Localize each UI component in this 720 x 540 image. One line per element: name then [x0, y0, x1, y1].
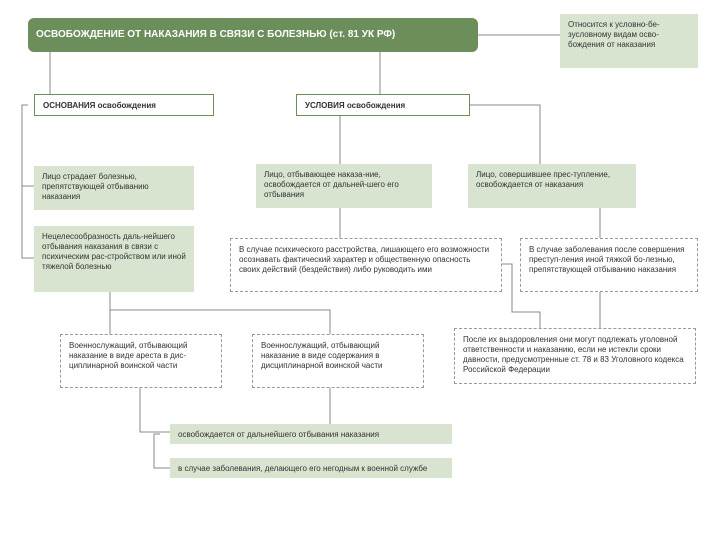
node-d1-text: Военнослужащий, отбывающий наказание в в…: [69, 341, 187, 370]
node-c2: В случае заболевания после совершения пр…: [520, 238, 698, 292]
node-hdr-right: УСЛОВИЯ освобождения: [296, 94, 470, 116]
node-e1: После их выздоровления они могут подлежа…: [454, 328, 696, 384]
node-d2: Военнослужащий, отбывающий наказание в в…: [252, 334, 424, 388]
node-c1-text: Лицо, совершившее прес-тупление, освобож…: [476, 170, 610, 189]
node-hdr-right-text: УСЛОВИЯ освобождения: [305, 101, 405, 110]
node-intro-text: Относится к условно-бе-зусловному видам …: [568, 20, 660, 49]
node-b1-text: Лицо, отбывающее наказа-ние, освобождает…: [264, 170, 399, 199]
node-a2-text: Нецелесообразность даль-нейшего отбывани…: [42, 232, 186, 271]
node-title-text: ОСВОБОЖДЕНИЕ ОТ НАКАЗАНИЯ В СВЯЗИ С БОЛЕ…: [36, 29, 395, 42]
node-f1-text: освобождается от дальнейшего отбывания н…: [178, 430, 379, 439]
node-hdr-left-text: ОСНОВАНИЯ освобождения: [43, 101, 156, 110]
node-f1: освобождается от дальнейшего отбывания н…: [170, 424, 452, 444]
node-hdr-left: ОСНОВАНИЯ освобождения: [34, 94, 214, 116]
node-c2-text: В случае заболевания после совершения пр…: [529, 245, 684, 274]
node-d1: Военнослужащий, отбывающий наказание в в…: [60, 334, 222, 388]
node-e1-text: После их выздоровления они могут подлежа…: [463, 335, 684, 374]
node-a1: Лицо страдает болезнью, препятствующей о…: [34, 166, 194, 210]
node-a2: Нецелесообразность даль-нейшего отбывани…: [34, 226, 194, 292]
node-b2: В случае психического расстройства, лиша…: [230, 238, 502, 292]
node-a1-text: Лицо страдает болезнью, препятствующей о…: [42, 172, 149, 201]
node-intro: Относится к условно-бе-зусловному видам …: [560, 14, 698, 68]
node-f2-text: в случае заболевания, делающего его него…: [178, 464, 427, 473]
node-c1: Лицо, совершившее прес-тупление, освобож…: [468, 164, 636, 208]
node-b2-text: В случае психического расстройства, лиша…: [239, 245, 489, 274]
node-b1: Лицо, отбывающее наказа-ние, освобождает…: [256, 164, 432, 208]
node-title: ОСВОБОЖДЕНИЕ ОТ НАКАЗАНИЯ В СВЯЗИ С БОЛЕ…: [28, 18, 478, 52]
node-f2: в случае заболевания, делающего его него…: [170, 458, 452, 478]
node-d2-text: Военнослужащий, отбывающий наказание в в…: [261, 341, 383, 370]
